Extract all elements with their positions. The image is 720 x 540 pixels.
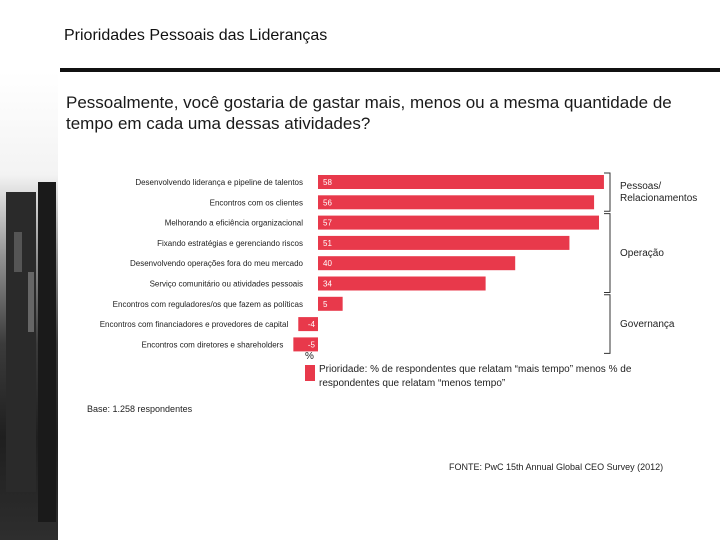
bar-1: [318, 195, 595, 210]
value-label-3: 51: [323, 239, 332, 248]
source-note: FONTE: PwC 15th Annual Global CEO Survey…: [449, 462, 664, 472]
side-building-photo: [0, 72, 58, 540]
legend-text: Prioridade: % de respondentes que relata…: [319, 364, 632, 389]
bar-2: [318, 215, 600, 230]
bar-5: [318, 276, 486, 291]
unit-label: %: [305, 351, 314, 362]
category-label-6: Encontros com reguladores/os que fazem a…: [113, 300, 303, 309]
group-bracket-0: [604, 172, 611, 212]
category-label-0: Desenvolvendo liderança e pipeline de ta…: [135, 178, 303, 187]
category-label-2: Melhorando a eficiência organizacional: [165, 219, 304, 228]
value-label-2: 57: [323, 219, 332, 228]
survey-question: Pessoalmente, você gostaria de gastar ma…: [66, 93, 672, 133]
group-label-0-1: Relacionamentos: [620, 193, 697, 204]
bar-6: [318, 296, 343, 311]
value-label-6: 5: [323, 300, 328, 309]
category-label-8: Encontros com diretores e shareholders: [141, 340, 283, 349]
header-divider: [60, 68, 720, 72]
category-label-3: Fixando estratégias e gerenciando riscos: [157, 239, 303, 248]
bar-7: [298, 317, 318, 332]
category-label-4: Desenvolvendo operações fora do meu merc…: [130, 259, 304, 268]
header-bar: Prioridades Pessoais das Lideranças: [0, 0, 720, 70]
group-label-2-0: Governança: [620, 319, 675, 330]
value-label-4: 40: [323, 259, 332, 268]
bar-3: [318, 235, 570, 250]
category-label-7: Encontros com financiadores e provedores…: [100, 320, 289, 329]
group-label-0-0: Pessoas/: [620, 181, 661, 192]
bar-4: [318, 256, 516, 271]
value-label-5: 34: [323, 280, 332, 289]
page-title: Prioridades Pessoais das Lideranças: [64, 27, 328, 44]
value-label-1: 56: [323, 198, 332, 207]
bar-0: [318, 175, 604, 189]
category-label-5: Serviço comunitário ou atividades pessoa…: [150, 280, 303, 289]
value-label-7: -4: [308, 320, 316, 329]
group-label-1-0: Operação: [620, 248, 664, 259]
group-bracket-1: [604, 213, 611, 293]
group-bracket-2: [604, 294, 611, 354]
category-label-1: Encontros com os clientes: [210, 198, 303, 207]
value-label-8: -5: [308, 340, 316, 349]
legend-swatch: [305, 365, 315, 381]
bar-8: [293, 337, 318, 352]
value-label-0: 58: [323, 178, 332, 187]
base-note: Base: 1.258 respondentes: [87, 404, 193, 414]
